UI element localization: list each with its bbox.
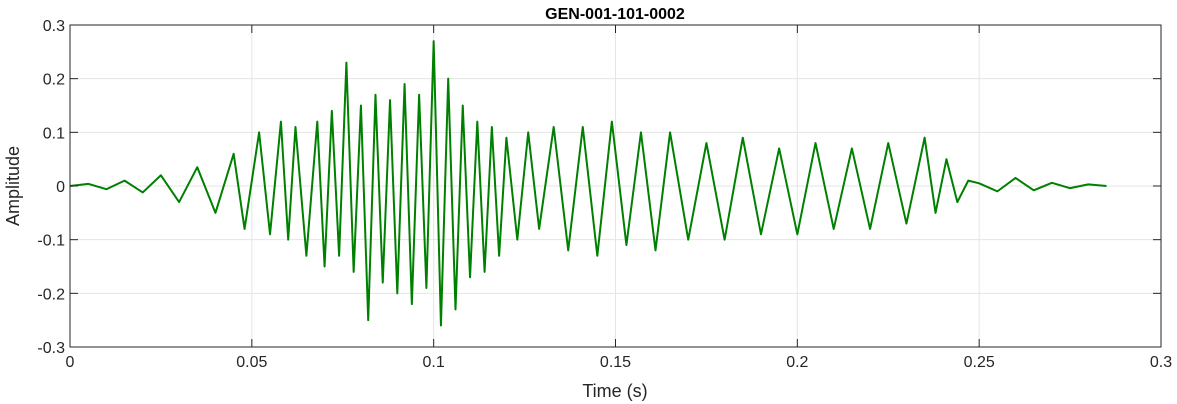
y-tick-label: 0 — [56, 179, 65, 196]
x-tick-label: 0.05 — [236, 354, 267, 371]
y-tick-label: -0.1 — [37, 233, 65, 250]
series-line — [69, 40, 1107, 327]
x-tick-label: 0.15 — [600, 354, 631, 371]
y-axis-label: Amplitude — [3, 146, 23, 226]
x-tick-label: 0 — [66, 354, 75, 371]
x-axis-ticks: 0 0.05 0.1 0.15 0.2 0.25 0.3 — [66, 25, 1172, 371]
y-tick-label: -0.2 — [37, 286, 65, 303]
y-axis-ticks: -0.3 -0.2 -0.1 0 0.1 0.2 0.3 — [37, 18, 1161, 357]
x-tick-label: 0.1 — [423, 354, 445, 371]
chart-title: GEN-001-101-0002 — [545, 6, 685, 23]
y-tick-label: -0.3 — [37, 340, 65, 357]
x-axis-label: Time (s) — [582, 381, 647, 401]
y-tick-label: 0.2 — [43, 72, 65, 89]
x-tick-label: 0.25 — [964, 354, 995, 371]
data-trace — [69, 40, 1107, 327]
y-tick-label: 0.1 — [43, 125, 65, 142]
x-tick-label: 0.3 — [1150, 354, 1172, 371]
y-tick-label: 0.3 — [43, 18, 65, 35]
x-tick-label: 0.2 — [786, 354, 808, 371]
